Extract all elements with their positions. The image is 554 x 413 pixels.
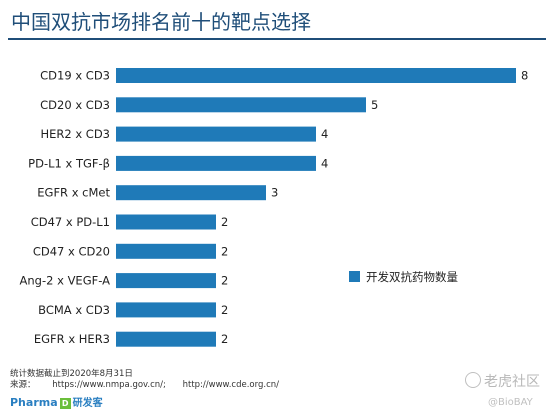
watermark-handle: @BioBAY [488, 397, 533, 408]
data-label: 2 [221, 274, 228, 288]
data-label: 3 [271, 186, 278, 200]
legend-label: 开发双抗药物数量 [366, 270, 458, 284]
bar [116, 97, 366, 113]
category-label: CD20 x CD3 [40, 98, 110, 112]
bar [116, 214, 216, 230]
brand-cn-name: 研发客 [72, 398, 103, 409]
category-label: CD47 x PD-L1 [31, 215, 110, 229]
bar [116, 126, 316, 142]
watermark-icon [465, 372, 481, 388]
category-label: EGFR x cMet [37, 186, 110, 200]
footnote-url-cde: http://www.cde.org.cn/ [182, 380, 279, 390]
brand-badge: D [59, 397, 71, 409]
brand-logo: Pharma D 研发客 [10, 394, 103, 409]
bar [116, 68, 516, 83]
data-label: 2 [221, 332, 228, 346]
bar [116, 331, 216, 347]
data-label: 8 [521, 69, 528, 83]
title-divider [8, 38, 546, 40]
footnote-url-nmpa: https://www.nmpa.gov.cn/; [52, 380, 166, 390]
category-label: Ang-2 x VEGF-A [20, 274, 111, 288]
watermark-text: 老虎社区 [484, 374, 540, 390]
data-label: 5 [371, 98, 378, 112]
data-label: 2 [221, 303, 228, 317]
category-label: CD19 x CD3 [40, 69, 110, 83]
category-label: BCMA x CD3 [38, 303, 110, 317]
chart-title: 中国双抗市场排名前十的靶点选择 [11, 10, 311, 34]
footnote-date: 统计数据截止到2020年8月31日 [10, 369, 133, 379]
data-label: 2 [221, 215, 228, 229]
category-label: EGFR x HER3 [34, 332, 110, 346]
brand-name: Pharma [10, 396, 58, 409]
data-label: 4 [321, 156, 328, 170]
bar [116, 273, 216, 289]
bar [116, 185, 266, 201]
bar [116, 155, 316, 171]
category-label: HER2 x CD3 [40, 127, 110, 141]
footnote-source: 来源： https://www.nmpa.gov.cn/; http://www… [10, 378, 279, 390]
category-label: CD47 x CD20 [33, 244, 110, 258]
footnote-source-prefix: 来源： [10, 380, 36, 390]
legend-swatch [349, 271, 360, 282]
bar [116, 302, 216, 318]
bar [116, 243, 216, 259]
data-label: 4 [321, 127, 328, 141]
category-label: PD-L1 x TGF-β [28, 156, 110, 170]
data-label: 2 [221, 244, 228, 258]
